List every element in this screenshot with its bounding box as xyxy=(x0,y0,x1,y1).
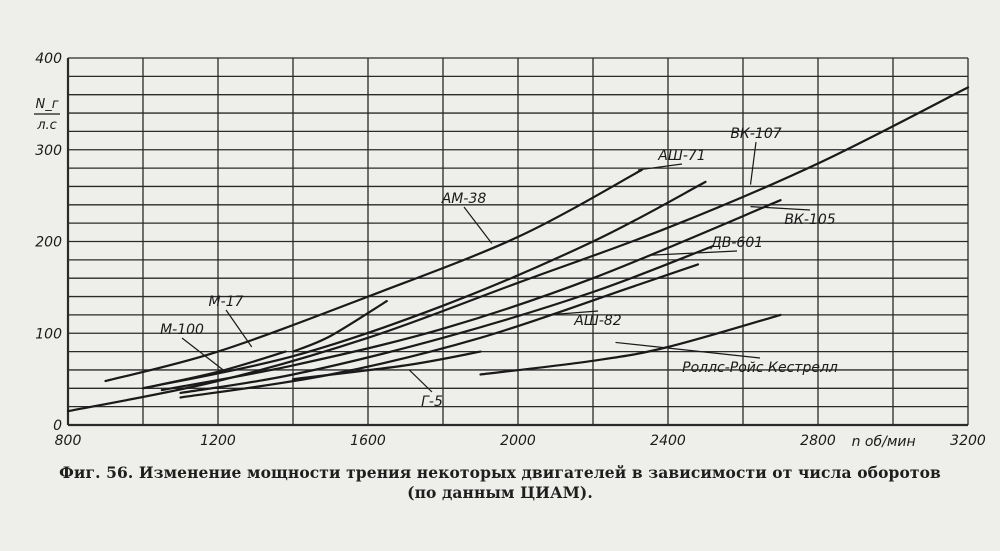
leader-line-м-100 xyxy=(181,337,226,373)
x-tick-label: 1200 xyxy=(200,433,236,449)
figure-caption-line-2: (по данным ЦИАМ). xyxy=(407,483,593,502)
series-label-г-5: Г-5 xyxy=(421,394,443,410)
series-label-ам-38: АМ-38 xyxy=(441,191,487,207)
leader-line-г-5 xyxy=(408,369,433,393)
figure-caption-line-1: Фиг. 56. Изменение мощности трения некот… xyxy=(59,463,941,482)
series-line-вк-105 xyxy=(160,199,782,392)
y-tick-label: 100 xyxy=(35,326,62,342)
x-tick-label: 2000 xyxy=(500,433,536,449)
leader-line-вк-105 xyxy=(750,206,811,211)
series-line-ам-38 xyxy=(104,168,643,383)
y-tick-label: 300 xyxy=(35,143,62,159)
series-line-дв-601 xyxy=(179,245,715,394)
series-label-вк-107: ВК-107 xyxy=(730,126,781,142)
y-tick-label: 200 xyxy=(35,235,62,251)
x-axis-label: n об/мин xyxy=(852,434,916,450)
leader-line-ам-38 xyxy=(463,206,493,244)
x-tick-label: 2400 xyxy=(650,433,686,449)
series-line-м-100 xyxy=(141,350,287,390)
series-line-м-17 xyxy=(291,300,388,353)
series-line-аш-71 xyxy=(141,180,707,390)
leader-line-м-17 xyxy=(225,309,253,348)
series-label-аш-71: АШ-71 xyxy=(657,148,705,164)
series-line-аш-82 xyxy=(179,263,700,399)
series-line-роллс-ройс-кестрелл xyxy=(479,313,782,376)
leader-line-аш-71 xyxy=(637,163,683,171)
leader-line-аш-82 xyxy=(547,310,599,316)
series-line-г-5 xyxy=(291,350,482,381)
series-label-дв-601: ДВ-601 xyxy=(710,235,763,251)
leader-line-дв-601 xyxy=(649,250,738,256)
series-label-вк-105: ВК-105 xyxy=(784,212,835,228)
x-tick-label: 800 xyxy=(55,433,82,449)
leader-line-вк-107 xyxy=(749,141,757,185)
series-label-м-100: М-100 xyxy=(160,322,204,338)
y-axis-label-numerator: N_г xyxy=(35,97,58,112)
x-tick-label: 3200 xyxy=(950,433,986,449)
x-tick-label: 2800 xyxy=(800,433,836,449)
series-label-роллс-ройс-кестрелл: Роллс-Ройс Кестрелл xyxy=(682,360,838,376)
x-tick-label: 1600 xyxy=(350,433,386,449)
series-label-аш-82: АШ-82 xyxy=(573,313,622,329)
y-tick-label: 0 xyxy=(53,418,62,434)
leader-line-роллс-ройс-кестрелл xyxy=(615,341,761,359)
series-label-м-17: М-17 xyxy=(209,294,244,310)
y-tick-label: 400 xyxy=(35,51,62,67)
y-axis-label-denominator: л.с xyxy=(36,118,57,133)
chart-plot: 800 1200 1600 2000 2400 2800 3200 0 100 200 300 400… xyxy=(34,51,986,450)
